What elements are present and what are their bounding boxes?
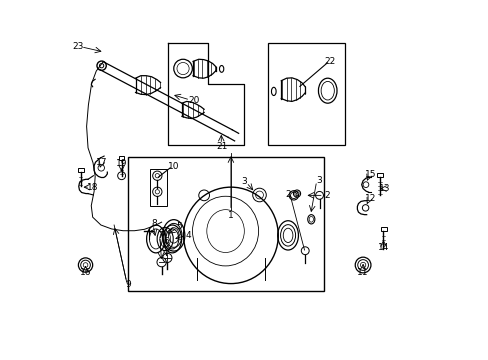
Text: 8: 8 [151,219,156,228]
Text: 1: 1 [227,211,233,220]
Text: 20: 20 [188,96,199,105]
Text: 18: 18 [87,183,98,192]
Text: 22: 22 [323,57,334,66]
Text: 14: 14 [377,243,388,252]
Text: 10: 10 [168,162,179,171]
Text: 7: 7 [157,230,163,239]
Text: 4: 4 [185,230,190,239]
Text: 2: 2 [324,191,329,200]
Text: 12: 12 [364,194,375,203]
Text: 2: 2 [285,190,290,199]
Text: 3: 3 [315,176,321,185]
Text: 11: 11 [357,268,368,277]
Text: 6: 6 [163,237,168,246]
Text: 9: 9 [125,280,131,289]
Text: 17: 17 [96,158,107,167]
Bar [267,43,344,145]
Bar [78,168,83,172]
Bar [376,173,382,177]
Bar [380,227,386,231]
Text: 21: 21 [216,142,227,151]
Bar [150,169,166,206]
Text: 23: 23 [72,41,83,50]
Bar [119,156,124,159]
Bar [128,157,324,292]
Text: 5: 5 [176,222,182,231]
Text: 16: 16 [80,268,91,277]
Text: 15: 15 [364,171,375,180]
Text: 19: 19 [116,159,127,168]
Text: 3: 3 [241,176,246,185]
Text: 13: 13 [378,184,389,193]
